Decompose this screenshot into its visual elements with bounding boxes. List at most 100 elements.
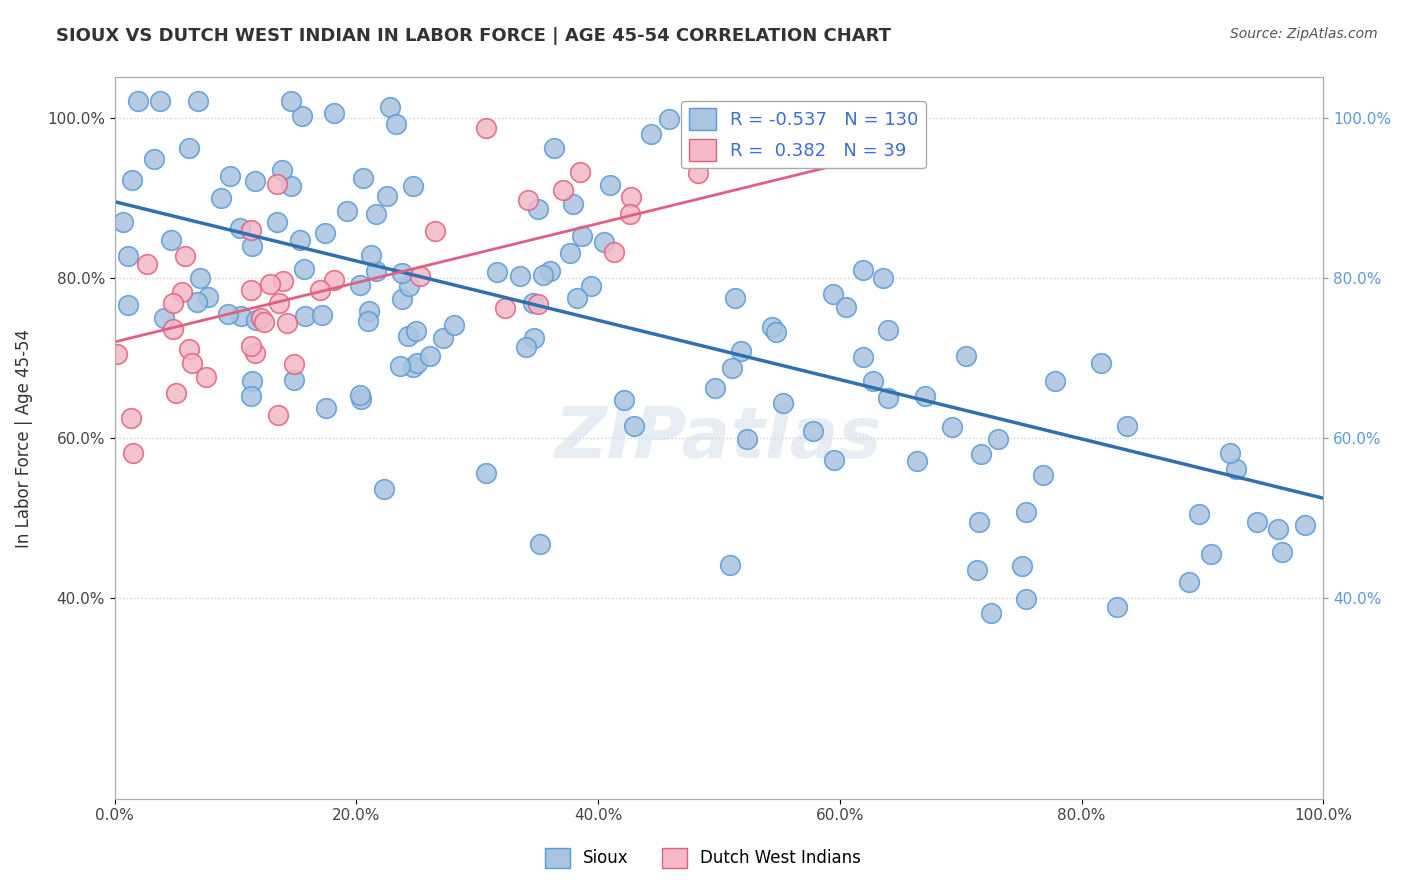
Y-axis label: In Labor Force | Age 45-54: In Labor Force | Age 45-54	[15, 328, 32, 548]
Point	[730, 343, 752, 358]
Point	[174, 249, 197, 263]
Point	[443, 318, 465, 332]
Point	[391, 292, 413, 306]
Point	[640, 127, 662, 141]
Point	[522, 295, 544, 310]
Point	[1246, 516, 1268, 530]
Point	[1105, 600, 1128, 615]
Point	[1116, 418, 1139, 433]
Point	[1014, 505, 1036, 519]
Point	[553, 183, 575, 197]
Point	[824, 453, 846, 467]
Point	[160, 233, 183, 247]
Point	[357, 304, 380, 318]
Point	[181, 356, 204, 370]
Point	[980, 606, 1002, 620]
Point	[360, 248, 382, 262]
Point	[987, 433, 1010, 447]
Point	[619, 207, 641, 221]
Point	[914, 389, 936, 403]
Point	[311, 308, 333, 322]
Point	[567, 291, 589, 305]
Point	[658, 112, 681, 127]
Point	[967, 516, 990, 530]
Point	[821, 287, 844, 301]
Point	[852, 263, 875, 277]
Point	[349, 388, 371, 402]
Point	[686, 166, 709, 180]
Point	[1219, 445, 1241, 459]
Point	[245, 345, 267, 359]
Point	[292, 262, 315, 277]
Point	[117, 298, 139, 312]
Point	[1043, 375, 1066, 389]
Point	[162, 322, 184, 336]
Point	[240, 239, 263, 253]
Point	[250, 310, 273, 325]
Point	[423, 224, 446, 238]
Point	[405, 324, 427, 338]
Point	[165, 385, 187, 400]
Point	[966, 563, 988, 577]
Point	[111, 215, 134, 229]
Point	[195, 370, 218, 384]
Point	[188, 271, 211, 285]
Point	[1090, 356, 1112, 370]
Point	[613, 392, 636, 407]
Point	[509, 269, 531, 284]
Legend: Sioux, Dutch West Indians: Sioux, Dutch West Indians	[538, 841, 868, 875]
Point	[357, 314, 380, 328]
Point	[375, 188, 398, 202]
Point	[314, 226, 336, 240]
Text: Source: ZipAtlas.com: Source: ZipAtlas.com	[1230, 27, 1378, 41]
Point	[529, 537, 551, 551]
Point	[877, 391, 900, 405]
Point	[349, 392, 371, 406]
Point	[571, 229, 593, 244]
Point	[1271, 545, 1294, 559]
Point	[599, 178, 621, 192]
Point	[378, 100, 401, 114]
Point	[122, 446, 145, 460]
Text: SIOUX VS DUTCH WEST INDIAN IN LABOR FORCE | AGE 45-54 CORRELATION CHART: SIOUX VS DUTCH WEST INDIAN IN LABOR FORC…	[56, 27, 891, 45]
Point	[1011, 559, 1033, 574]
Point	[409, 268, 432, 283]
Point	[127, 95, 149, 109]
Point	[121, 173, 143, 187]
Point	[162, 295, 184, 310]
Point	[527, 202, 550, 216]
Point	[543, 141, 565, 155]
Point	[294, 309, 316, 323]
Point	[239, 223, 262, 237]
Point	[197, 290, 219, 304]
Point	[259, 277, 281, 292]
Point	[352, 170, 374, 185]
Point	[229, 220, 252, 235]
Point	[385, 117, 408, 131]
Point	[735, 432, 758, 446]
Legend: R = -0.537   N = 130, R =  0.382   N = 39: R = -0.537 N = 130, R = 0.382 N = 39	[682, 101, 925, 169]
Point	[239, 339, 262, 353]
Point	[432, 331, 454, 345]
Point	[523, 331, 546, 345]
Point	[538, 263, 561, 277]
Point	[120, 411, 142, 425]
Point	[315, 401, 337, 415]
Point	[170, 285, 193, 300]
Point	[142, 152, 165, 166]
Point	[273, 274, 295, 288]
Point	[187, 95, 209, 109]
Point	[336, 203, 359, 218]
Point	[239, 389, 262, 403]
Point	[288, 233, 311, 247]
Point	[209, 191, 232, 205]
Text: ZIPatlas: ZIPatlas	[555, 403, 883, 473]
Point	[322, 106, 344, 120]
Point	[852, 351, 875, 365]
Point	[186, 294, 208, 309]
Point	[373, 482, 395, 496]
Point	[391, 266, 413, 280]
Point	[389, 359, 412, 373]
Point	[1178, 574, 1201, 589]
Point	[267, 408, 290, 422]
